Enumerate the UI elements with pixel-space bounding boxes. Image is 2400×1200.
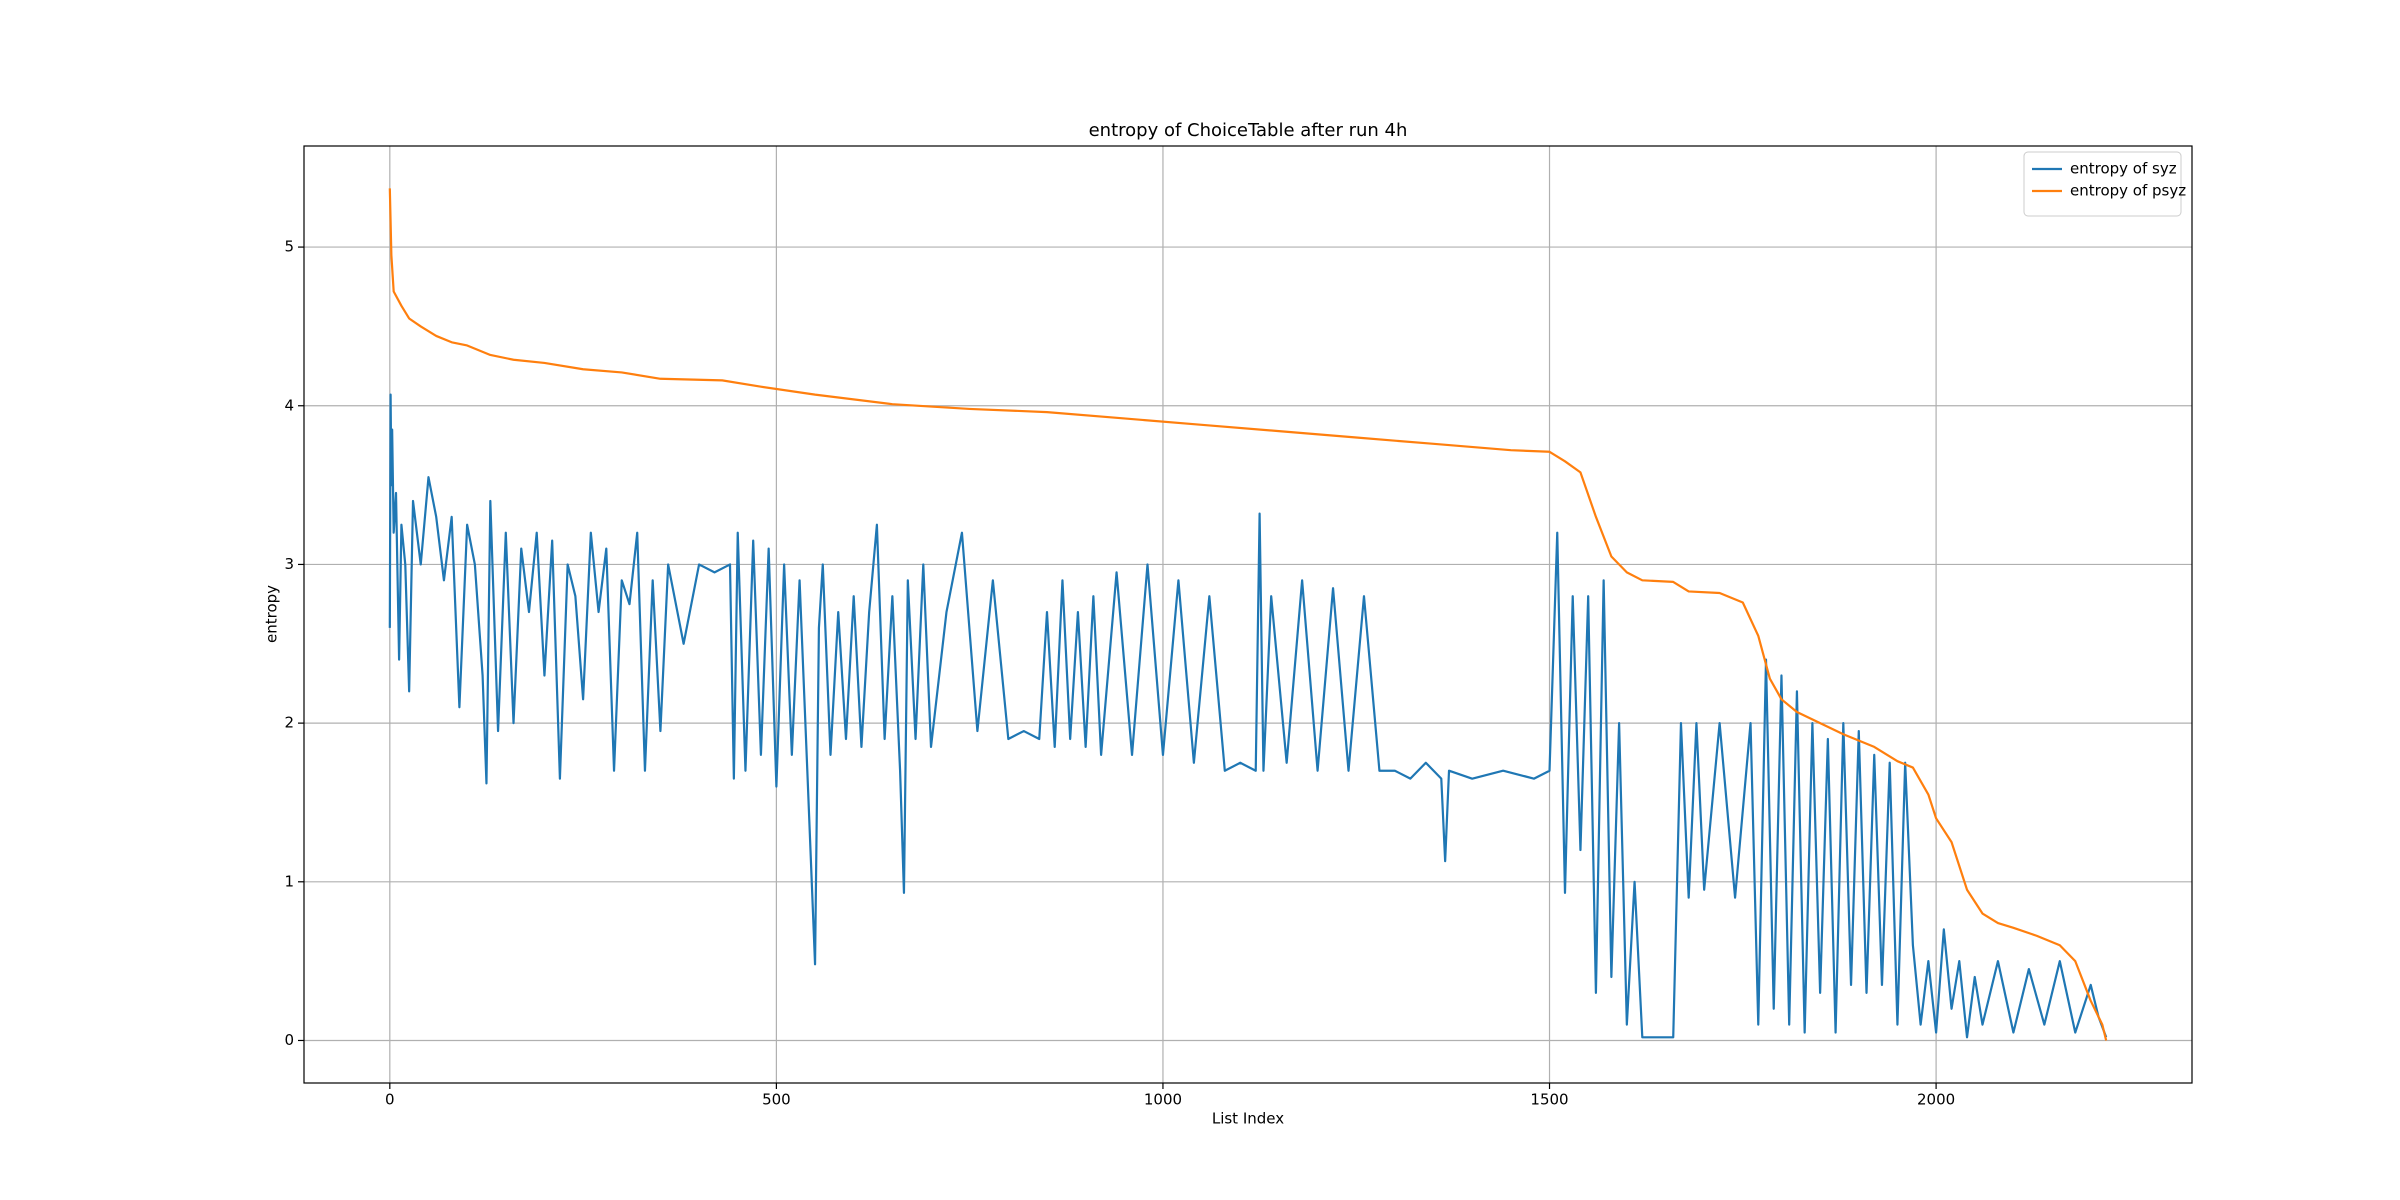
x-tick-label: 2000 bbox=[1917, 1091, 1955, 1109]
legend-label: entropy of psyz bbox=[2070, 182, 2186, 200]
x-tick-label: 1500 bbox=[1530, 1091, 1568, 1109]
y-axis-label: entropy bbox=[263, 585, 281, 643]
legend-label: entropy of syz bbox=[2070, 160, 2177, 178]
y-tick-label: 5 bbox=[284, 238, 294, 256]
data-line bbox=[388, 188, 2108, 1041]
y-tick-label: 0 bbox=[284, 1031, 294, 1049]
x-axis-label: List Index bbox=[1212, 1110, 1284, 1128]
x-tick-label: 0 bbox=[385, 1091, 395, 1109]
plot-frame bbox=[303, 145, 2193, 1084]
chart-title: entropy of ChoiceTable after run 4h bbox=[1089, 120, 1408, 141]
x-tick-label: 500 bbox=[762, 1091, 791, 1109]
y-tick-label: 2 bbox=[284, 714, 294, 732]
y-tick-label: 4 bbox=[284, 396, 294, 414]
x-tick-label: 1000 bbox=[1144, 1091, 1182, 1109]
y-tick-label: 3 bbox=[284, 555, 294, 573]
legend-box bbox=[2023, 151, 2182, 217]
y-tick-label: 1 bbox=[284, 872, 294, 890]
data-line bbox=[388, 393, 2108, 1039]
